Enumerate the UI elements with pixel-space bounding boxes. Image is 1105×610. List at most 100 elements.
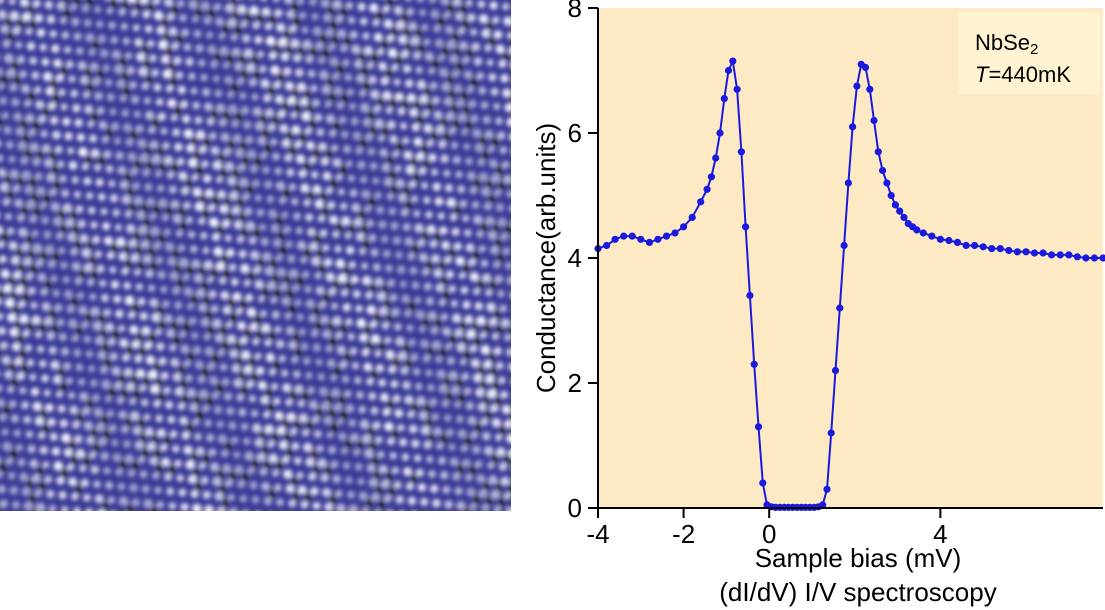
stm-dark-gap [248,356,255,369]
stm-atom [332,316,342,326]
stm-atom [227,493,235,502]
stm-atom [57,404,66,413]
stm-atom [218,32,226,40]
stm-atom [135,283,144,291]
stm-atom [26,358,35,367]
stm-atom [61,506,69,511]
stm-atom [43,158,54,168]
stm-atom [188,0,198,10]
stm-atom [28,214,38,224]
stm-atom [134,440,145,451]
stm-atom [384,421,394,432]
stm-atom [116,79,126,89]
stm-atom [14,284,25,295]
stm-atom [334,245,342,253]
stm-atom [236,479,246,489]
stm-atom [137,455,146,464]
stm-dark-gap [240,297,247,310]
stm-atom [260,237,270,247]
stm-atom [219,363,228,372]
stm-atom [121,267,129,276]
stm-atom [322,244,330,252]
stm-dark-gap [123,243,130,256]
stm-atom [202,490,211,500]
stm-dark-gap [371,454,378,467]
stm-dark-gap [236,355,243,368]
stm-atom [155,98,164,106]
stm-atom [90,148,100,158]
stm-dark-gap [304,88,311,101]
stm-atom [285,398,293,407]
stm-atom [48,188,58,197]
stm-atom [230,436,239,445]
stm-atom [378,306,389,316]
stm-atom [106,409,115,418]
stm-dark-gap [280,244,287,257]
stm-atom [369,320,378,329]
stm-atom [366,377,374,386]
stm-atom [163,472,173,481]
stm-atom [17,141,27,151]
stm-atom [324,100,332,108]
stm-dark-gap [330,421,337,434]
stm-atom [140,239,150,249]
stm-atom [315,358,323,367]
stm-atom [204,346,214,357]
stm-dark-gap [207,323,214,336]
stm-atom [262,166,270,174]
stm-dark-gap [183,321,190,334]
stm-atom [198,303,208,313]
stm-atom [167,415,176,424]
stm-dark-gap [305,491,312,504]
stm-atom [276,498,284,507]
stm-atom [11,342,21,352]
stm-atom [290,38,300,49]
stm-dark-gap [26,233,33,246]
stm-atom [309,84,318,93]
stm-atom [225,320,233,329]
data-point [1090,254,1098,262]
stm-atom [187,230,196,239]
stm-atom [116,396,125,405]
stm-atom [40,129,49,138]
stm-atom [331,144,339,152]
stm-dark-gap [126,502,133,511]
stm-dark-gap [360,137,367,150]
stm-atom [132,425,142,436]
stm-atom [320,315,330,325]
stm-dark-gap [85,66,92,79]
stm-atom [355,232,365,242]
stm-atom [225,248,235,258]
stm-atom [212,318,222,329]
stm-dark-gap [28,248,35,261]
stm-dark-gap [109,385,116,398]
stm-atom [160,127,168,135]
stm-atom [118,324,126,332]
data-point [671,229,679,237]
stm-atom [163,386,171,395]
stm-atom [301,111,311,122]
stm-dark-gap [17,17,24,30]
stm-atom [82,90,91,99]
stm-dark-gap [39,479,46,492]
stm-dark-gap [7,30,14,43]
stm-atom [240,350,251,360]
stm-atom [0,384,3,393]
stm-atom [384,336,392,345]
data-point [913,226,921,234]
stm-atom [45,86,55,96]
stm-atom [93,480,101,489]
stm-atom [213,246,224,257]
stm-dark-gap [333,120,340,133]
stm-atom [304,127,313,135]
stm-atom [203,333,211,341]
stm-dark-gap [42,422,49,435]
stm-atom [239,263,250,274]
stm-dark-gap [276,459,283,472]
stm-atom [44,0,54,10]
stm-atom [219,46,229,56]
stm-atom [73,190,82,199]
stm-atom [190,489,199,498]
stm-atom [142,254,152,264]
stm-atom [314,41,324,51]
